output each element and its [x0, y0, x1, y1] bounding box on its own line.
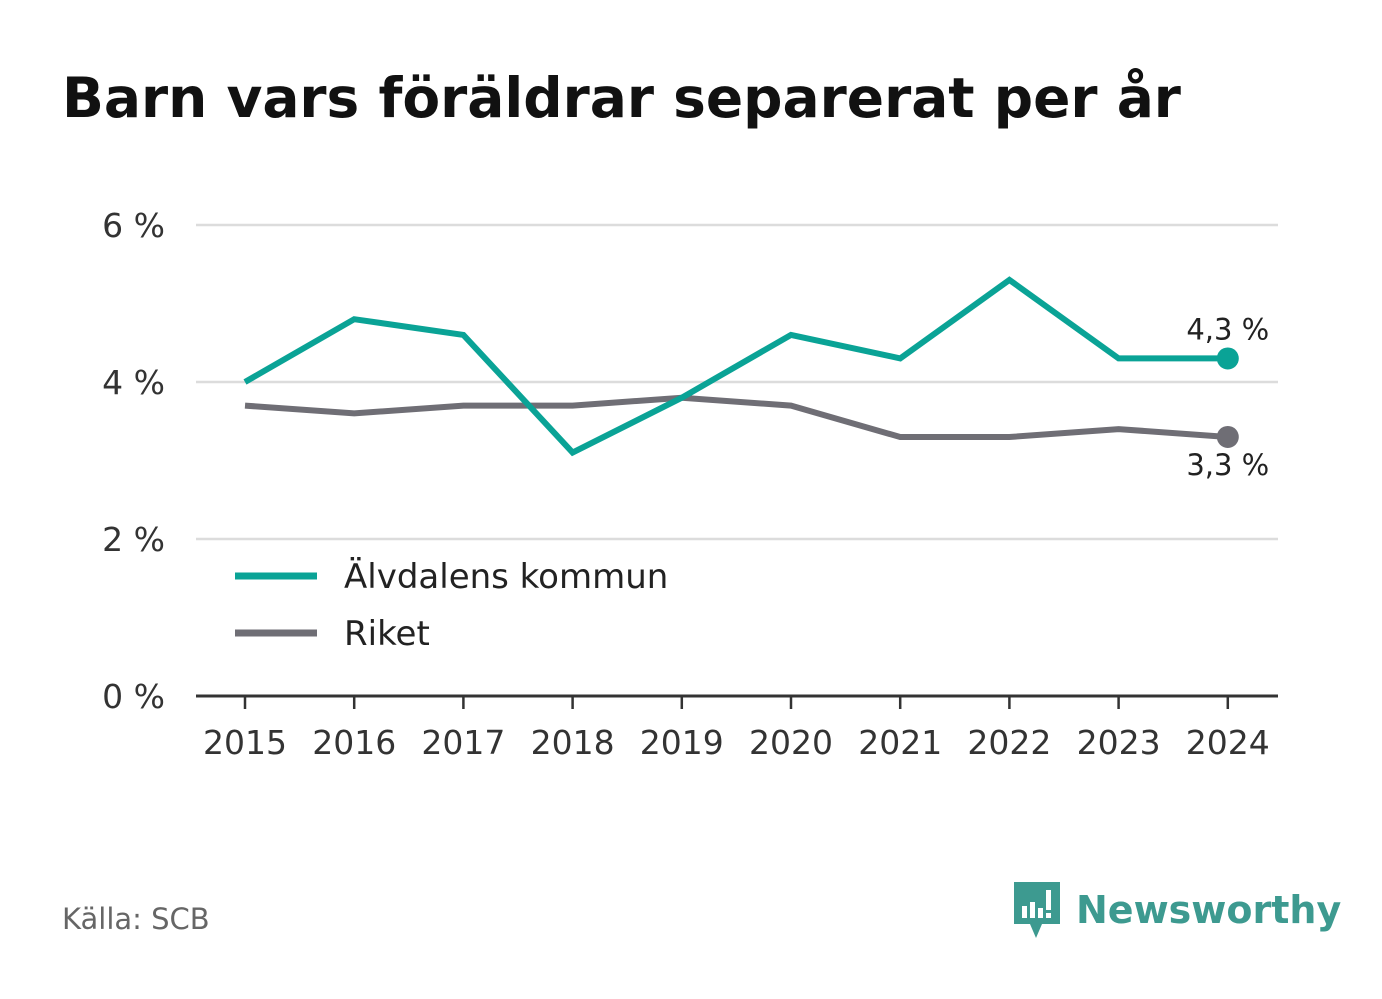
x-tick-label: 2021 [858, 723, 942, 762]
x-tick-label: 2018 [531, 723, 615, 762]
y-tick-label: 4 % [102, 363, 165, 402]
x-tick-label: 2019 [640, 723, 724, 762]
x-tick-label: 2015 [203, 723, 287, 762]
x-tick-label: 2022 [967, 723, 1051, 762]
x-tick-label: 2020 [749, 723, 833, 762]
source-note: Källa: SCB [62, 902, 210, 936]
brand-logo: Newsworthy [1012, 880, 1341, 940]
series-line-1 [244, 394, 1229, 440]
x-tick-label: 2024 [1186, 723, 1270, 762]
x-tick-label: 2023 [1077, 723, 1161, 762]
grid-lines [196, 223, 1278, 541]
y-tick-label: 6 % [102, 206, 165, 245]
chart-title: Barn vars föräldrar separerat per år [62, 66, 1181, 130]
x-tick-label: 2016 [312, 723, 396, 762]
x-axis: 2015 2016 2017 2018 2019 2020 2021 2022 2023 2024 [196, 694, 1278, 762]
y-tick-label: 2 % [102, 520, 165, 559]
legend: Älvdalens kommun Riket [235, 557, 668, 654]
y-tick-label: 0 % [102, 677, 165, 716]
newsworthy-logo-icon [1014, 882, 1060, 938]
y-axis-labels: 0 % 2 % 4 % 6 % [102, 206, 165, 716]
x-tick-label: 2017 [421, 723, 505, 762]
legend-label-0: Älvdalens kommun [344, 557, 668, 597]
legend-label-1: Riket [344, 614, 430, 654]
series-end-label-1: 3,3 % [1186, 448, 1269, 482]
series-line-0 [243, 276, 1228, 457]
brand-name: Newsworthy [1076, 888, 1342, 932]
series-end-point-1 [1216, 425, 1239, 448]
series-end-point-0 [1216, 347, 1239, 370]
series-lines: 4,3 % 3,3 % [243, 276, 1269, 482]
series-end-label-0: 4,3 % [1186, 312, 1269, 346]
